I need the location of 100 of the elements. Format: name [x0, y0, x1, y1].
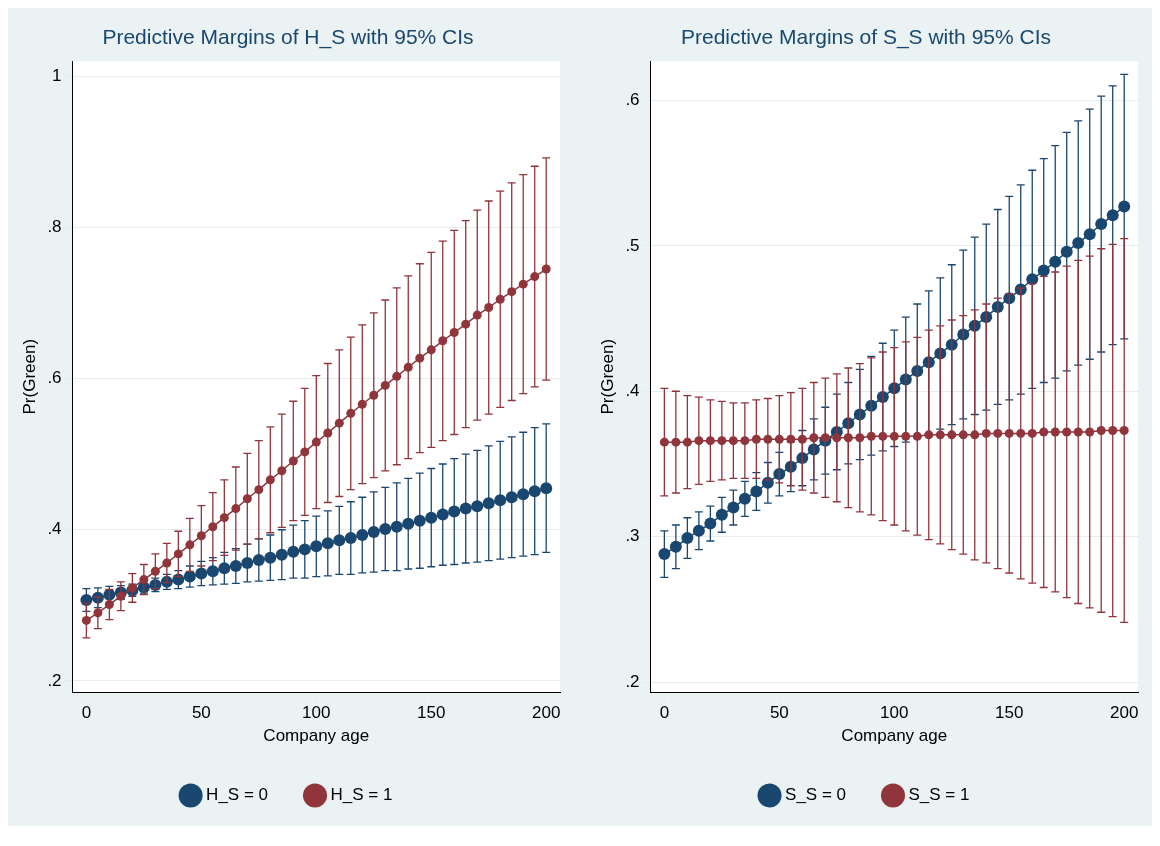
point	[229, 560, 242, 572]
point	[1060, 245, 1073, 258]
point	[402, 517, 415, 530]
x-tick-label: 100	[302, 703, 331, 723]
point	[704, 517, 717, 530]
point	[242, 494, 252, 504]
y-tick-label: .3	[625, 526, 640, 546]
point	[935, 430, 945, 440]
point	[1085, 427, 1095, 437]
point	[219, 513, 229, 523]
point	[390, 520, 403, 533]
y-axis-title: Pr(Green)	[19, 338, 39, 415]
point	[774, 434, 784, 444]
y-tick-label: 1	[52, 66, 62, 85]
chart-title: Predictive Margins of S_S with 95% CIs	[681, 25, 1051, 50]
x-tick-label: 150	[995, 703, 1024, 723]
x-tick-label: 50	[769, 703, 789, 723]
point	[1119, 426, 1129, 435]
point	[139, 575, 149, 585]
x-tick-label: 150	[417, 703, 446, 723]
point	[671, 437, 681, 447]
point	[195, 567, 208, 580]
point	[901, 431, 911, 441]
point	[866, 431, 876, 441]
point	[426, 345, 436, 355]
point	[1083, 228, 1096, 241]
point	[518, 279, 528, 289]
point	[449, 327, 459, 337]
point	[855, 433, 865, 443]
point	[438, 336, 448, 346]
point	[1072, 236, 1085, 249]
y-tick-label: .6	[47, 368, 62, 388]
point	[1095, 218, 1108, 231]
x-tick-label: 0	[659, 703, 670, 723]
point	[1016, 428, 1026, 438]
point	[415, 353, 425, 363]
point	[311, 437, 321, 447]
point	[494, 494, 507, 507]
point	[287, 545, 300, 558]
point	[843, 433, 853, 443]
point	[540, 482, 553, 495]
point	[413, 514, 426, 527]
x-tick-label: 50	[191, 703, 211, 723]
point	[705, 436, 715, 446]
point	[1039, 427, 1049, 437]
point	[505, 491, 518, 504]
point	[495, 294, 505, 304]
point	[356, 529, 369, 542]
point	[472, 310, 482, 320]
point	[738, 492, 751, 505]
point	[275, 548, 288, 561]
y-tick-label: .2	[47, 670, 62, 690]
point	[682, 437, 692, 447]
point	[254, 485, 264, 495]
point	[173, 549, 183, 559]
point	[288, 456, 298, 466]
x-tick-label: 0	[81, 703, 92, 723]
point	[334, 418, 344, 428]
legend-label: S_S = 0	[785, 785, 847, 805]
point	[751, 434, 761, 444]
point	[517, 488, 530, 501]
point	[484, 303, 494, 313]
chart-title: Predictive Margins of H_S with 95% CIs	[102, 25, 474, 50]
point	[809, 433, 819, 443]
point	[367, 525, 380, 538]
point	[323, 428, 333, 438]
x-tick-label: 200	[1110, 703, 1139, 723]
point	[344, 532, 357, 545]
legend-label: H_S = 0	[206, 785, 269, 805]
point	[346, 408, 356, 418]
point	[1027, 428, 1037, 438]
point	[981, 428, 991, 438]
x-tick-label: 200	[532, 703, 561, 723]
point	[530, 272, 540, 282]
point	[461, 319, 471, 329]
point	[321, 537, 334, 550]
point	[820, 433, 830, 443]
point	[750, 485, 763, 498]
point	[681, 532, 694, 545]
point	[924, 430, 934, 440]
point	[659, 437, 669, 447]
point	[786, 434, 796, 444]
point	[1049, 255, 1062, 268]
point	[150, 566, 160, 576]
point	[889, 431, 899, 441]
point	[717, 436, 727, 446]
point	[541, 264, 551, 274]
point	[832, 433, 842, 443]
y-tick-label: .6	[625, 90, 640, 110]
point	[379, 522, 392, 535]
point	[669, 540, 682, 553]
point	[993, 428, 1003, 438]
point	[1062, 427, 1072, 437]
point	[277, 466, 287, 476]
y-tick-label: .4	[47, 519, 62, 539]
point	[878, 431, 888, 441]
point	[310, 540, 323, 553]
point	[947, 430, 957, 440]
point	[369, 390, 379, 400]
point	[727, 501, 740, 514]
